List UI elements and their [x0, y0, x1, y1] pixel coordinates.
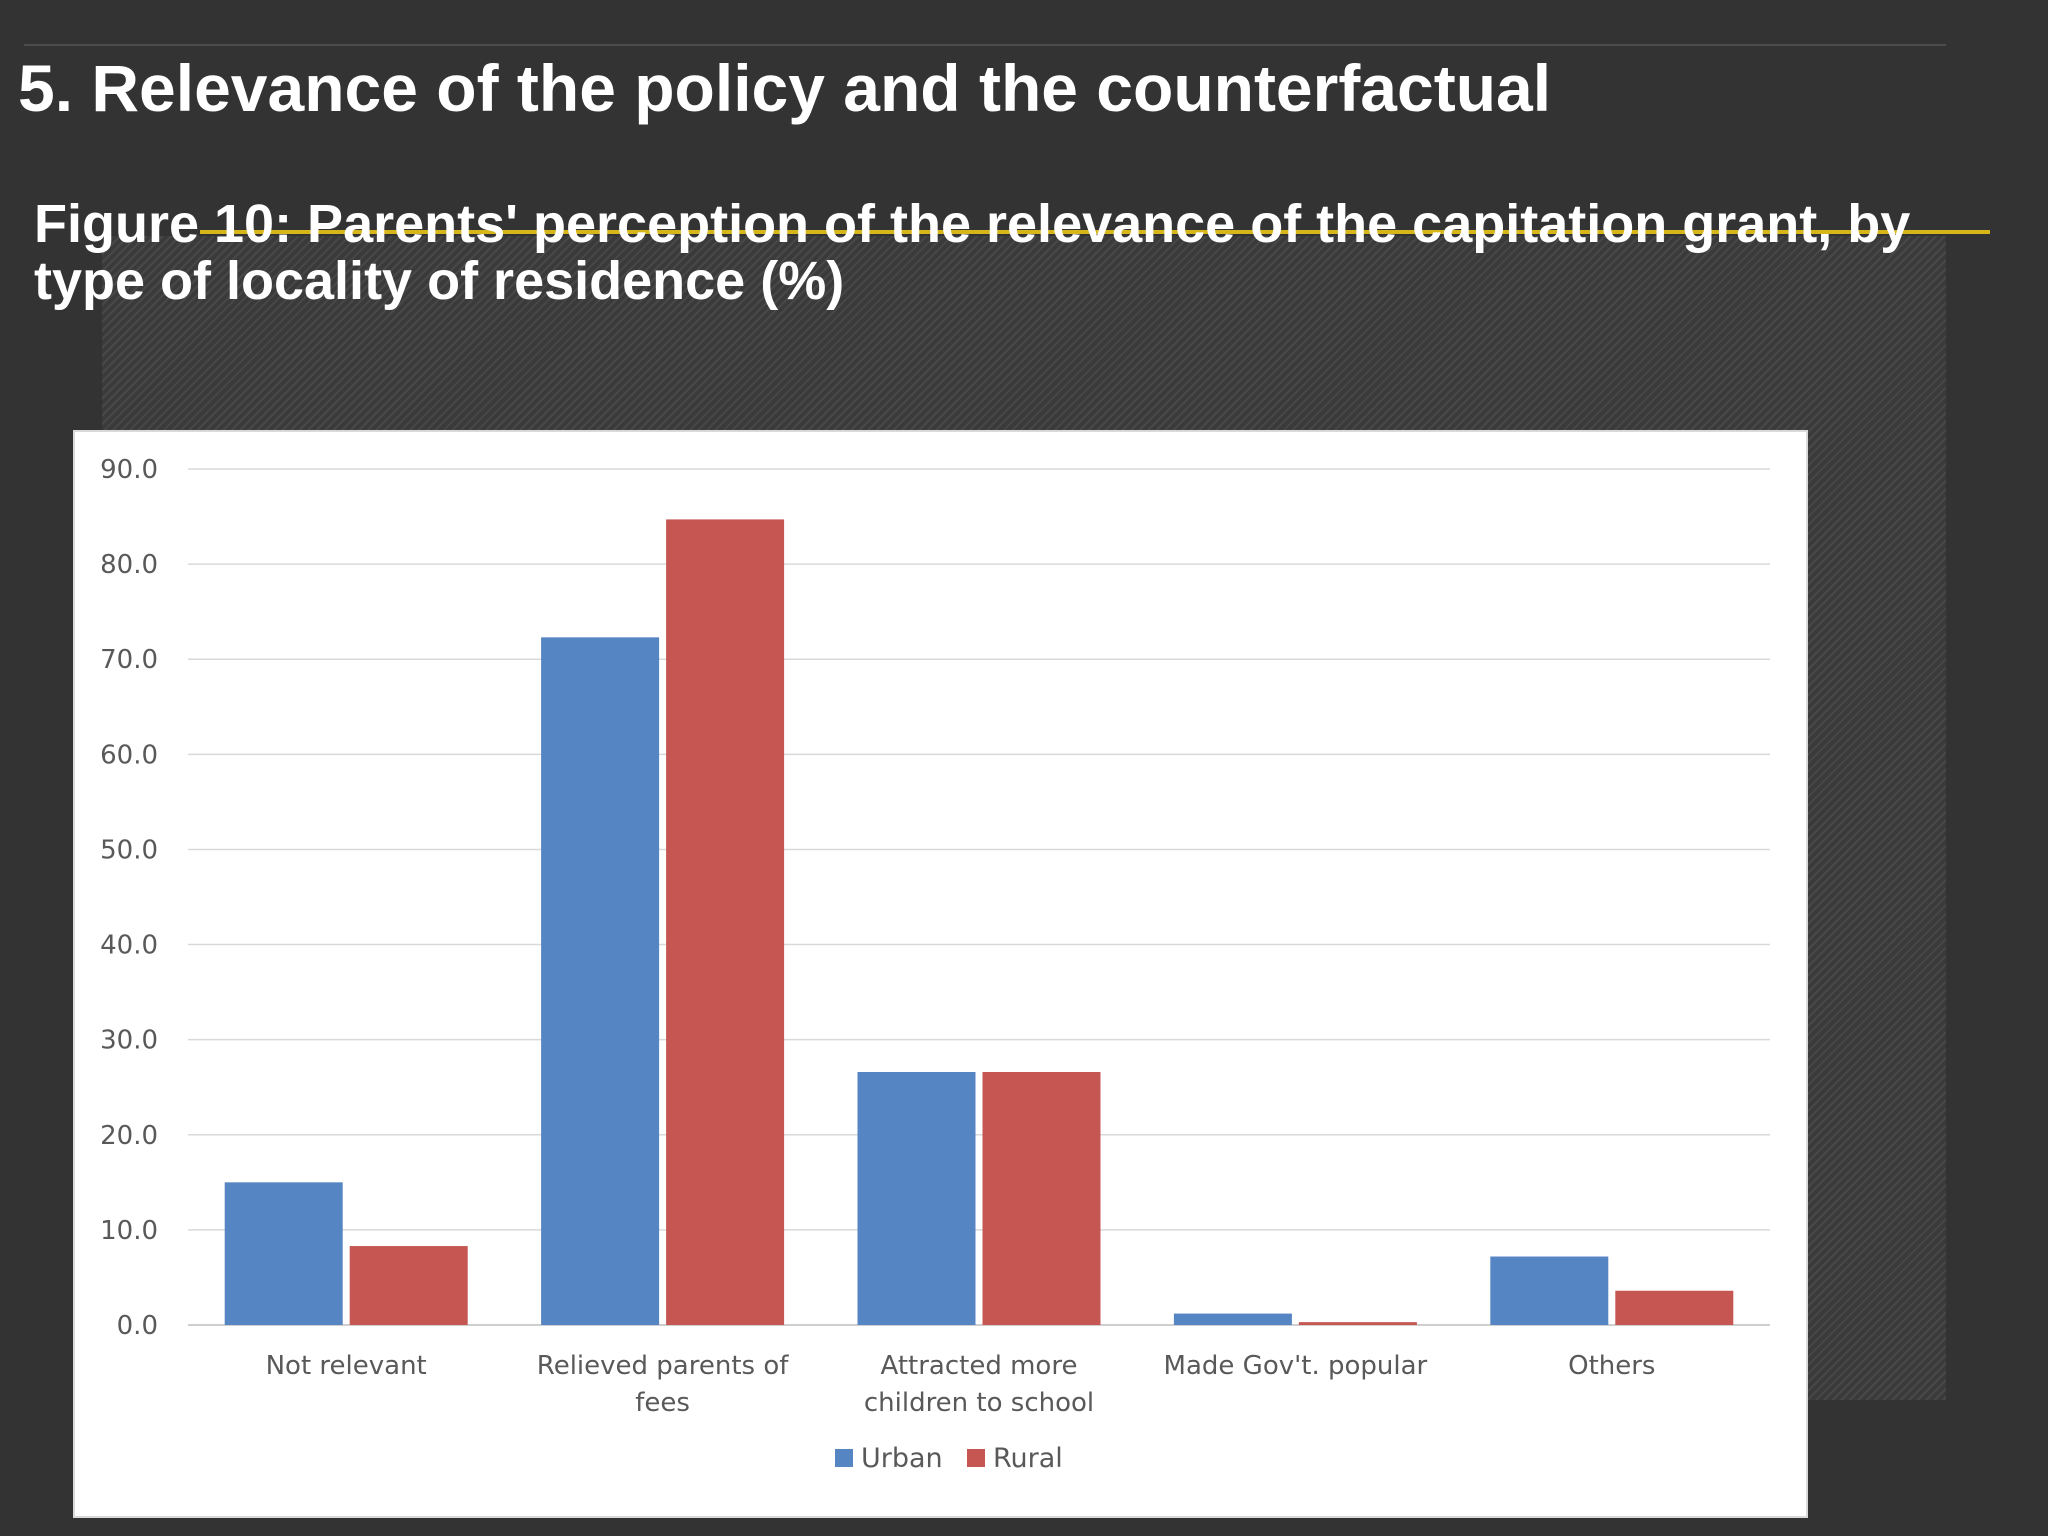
x-tick-label: Relieved parents of: [537, 1351, 789, 1381]
bar-rural: [349, 1246, 468, 1325]
chart-panel: 0.0 10.0 20.0 30.0 40.0 50.0 60.0 70.0 80.0 90.0 N…: [73, 430, 1808, 1518]
y-tick-label: 70.0: [100, 645, 158, 675]
bar-urban: [1173, 1313, 1292, 1325]
legend-swatch-urban: [835, 1449, 853, 1467]
bar-rural: [982, 1072, 1101, 1325]
bar-urban: [541, 637, 660, 1325]
y-tick-label: 60.0: [100, 740, 158, 770]
x-tick-label: Made Gov't. popular: [1164, 1351, 1428, 1381]
y-tick-label: 80.0: [100, 550, 158, 580]
accent-line: [200, 230, 1990, 234]
bar-urban: [857, 1072, 976, 1325]
top-rule: [24, 44, 1946, 46]
y-tick-label: 40.0: [100, 931, 158, 961]
slide-title: 5. Relevance of the policy and the count…: [18, 51, 1552, 125]
legend-label-rural: Rural: [993, 1443, 1063, 1474]
y-tick-label: 50.0: [100, 835, 158, 865]
x-tick-label: Others: [1568, 1351, 1655, 1381]
bar-rural: [1615, 1290, 1734, 1325]
y-tick-label: 20.0: [100, 1121, 158, 1151]
figure-title: Figure 10: Parents' perception of the re…: [34, 194, 1911, 311]
y-tick-label: 30.0: [100, 1026, 158, 1056]
bar-urban: [224, 1182, 343, 1325]
bar-chart: 0.0 10.0 20.0 30.0 40.0 50.0 60.0 70.0 80.0 90.0 N…: [100, 455, 1770, 1474]
x-tick-label: fees: [635, 1388, 690, 1418]
y-tick-label: 90.0: [100, 455, 158, 485]
bar-rural: [1298, 1322, 1417, 1325]
legend-swatch-rural: [967, 1449, 985, 1467]
y-tick-label: 0.0: [117, 1311, 158, 1341]
x-tick-label: Not relevant: [266, 1351, 427, 1381]
legend-label-urban: Urban: [861, 1443, 943, 1474]
x-tick-label: children to school: [864, 1388, 1094, 1418]
bar-urban: [1490, 1256, 1609, 1325]
bar-rural: [666, 519, 785, 1325]
y-tick-label: 10.0: [100, 1216, 158, 1246]
x-tick-label: Attracted more: [881, 1351, 1078, 1381]
